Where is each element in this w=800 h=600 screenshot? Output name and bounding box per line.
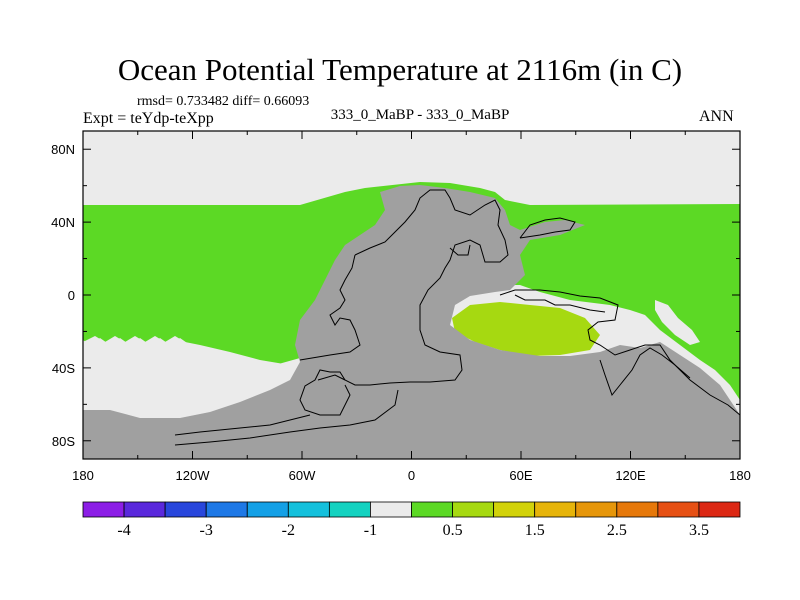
colorbar-swatch <box>287 501 330 518</box>
field-indian-ocean-patch <box>452 302 600 356</box>
colorbar-label: -3 <box>200 522 213 539</box>
colorbar: -4 -3 -2 -1 0.5 1.5 2.5 3.5 <box>82 501 741 539</box>
colorbar-label: -2 <box>282 522 295 539</box>
season-label: ANN <box>699 108 734 125</box>
colorbar-swatch <box>493 501 536 518</box>
map-field <box>83 131 740 459</box>
y-axis: 80N 40N 0 40S 80S <box>51 142 740 449</box>
colorbar-swatch <box>616 501 659 518</box>
colorbar-label: -1 <box>364 522 377 539</box>
colorbar-swatch <box>411 501 453 518</box>
stats-label: rmsd= 0.733482 diff= 0.66093 <box>137 94 310 109</box>
x-tick-label: 60W <box>289 468 316 483</box>
colorbar-label: 1.5 <box>525 522 545 539</box>
chart-title: Ocean Potential Temperature at 2116m (in… <box>117 52 683 87</box>
colorbar-swatch <box>123 501 166 518</box>
comparison-label: 333_0_MaBP - 333_0_MaBP <box>330 107 510 123</box>
land-mass <box>83 185 740 459</box>
colorbar-swatch <box>534 501 577 518</box>
x-tick-label: 0 <box>408 468 415 483</box>
colorbar-label: 3.5 <box>689 522 709 539</box>
experiment-label: Expt = teYdp-teXpp <box>83 110 214 127</box>
colorbar-swatch <box>246 501 289 518</box>
colorbar-label: 2.5 <box>607 522 627 539</box>
y-tick-label: 40N <box>51 215 75 230</box>
colorbar-swatch <box>164 501 207 518</box>
x-tick-label: 120W <box>176 468 211 483</box>
colorbar-swatch <box>370 501 412 518</box>
colorbar-swatch <box>657 501 700 518</box>
field-near-zero-south-pacific <box>83 336 300 413</box>
colorbar-swatch <box>205 501 248 518</box>
x-tick-label: 60E <box>509 468 532 483</box>
x-tick-label: 180 <box>72 468 94 483</box>
y-tick-label: 40S <box>52 361 75 376</box>
colorbar-swatch <box>452 501 495 518</box>
y-tick-label: 80N <box>51 142 75 157</box>
colorbar-swatch <box>82 501 125 518</box>
colorbar-swatch <box>575 501 618 518</box>
colorbar-label: -4 <box>117 522 130 539</box>
colorbar-swatch <box>328 501 371 518</box>
field-near-zero-pacific-east <box>655 300 700 345</box>
y-tick-label: 0 <box>68 288 75 303</box>
x-axis: 180 120W 60W 0 60E 120E 180 <box>72 131 751 483</box>
contour-lines <box>174 189 740 446</box>
x-tick-label: 120E <box>615 468 646 483</box>
y-tick-label: 80S <box>52 434 75 449</box>
colorbar-swatch <box>698 501 741 518</box>
x-tick-label: 180 <box>729 468 751 483</box>
colorbar-label: 0.5 <box>443 522 463 539</box>
